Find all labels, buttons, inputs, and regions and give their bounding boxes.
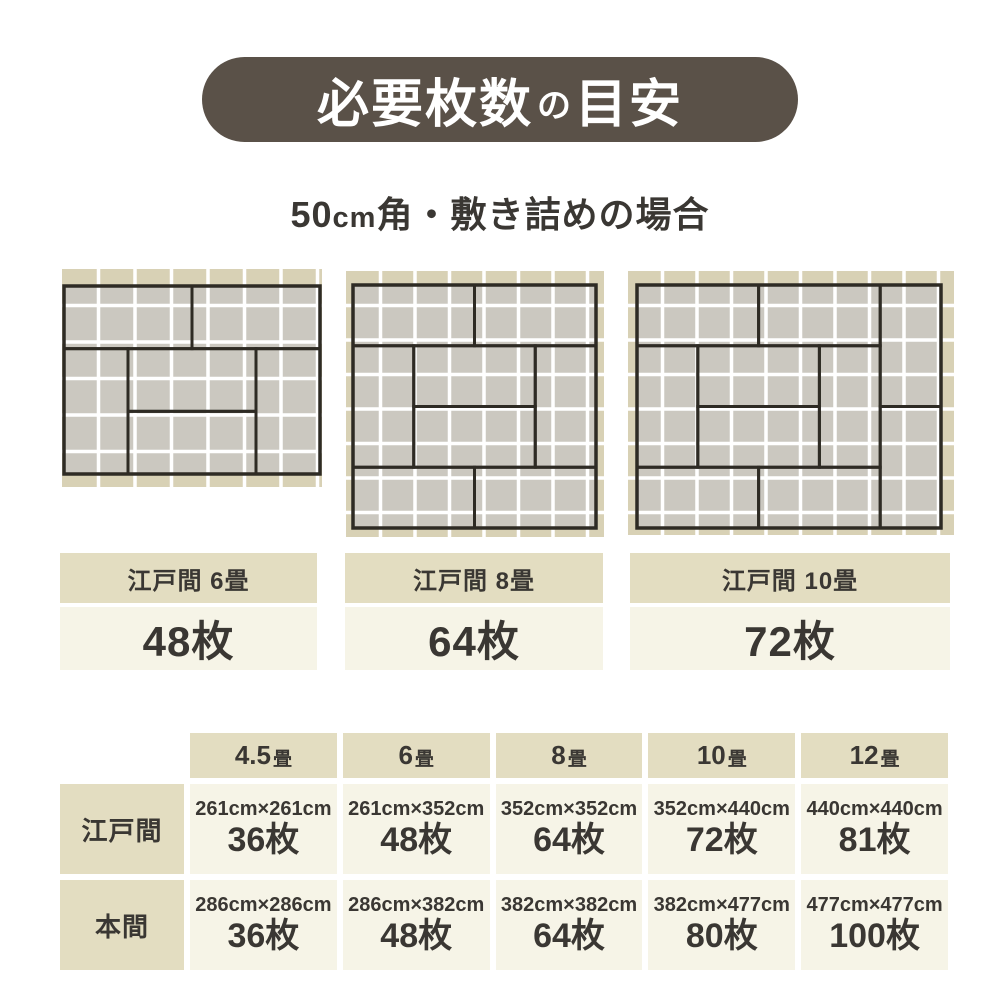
spec-cell-count: 36枚 <box>227 821 300 860</box>
size-label-card-8jo: 江戸間 8畳 64枚 <box>345 553 603 670</box>
spec-cell-dimensions: 261cm×352cm <box>348 798 485 821</box>
spec-cell-count: 48枚 <box>380 821 453 860</box>
page-title-part1: 必要枚数 <box>316 76 533 134</box>
subtitle: 50cm角・敷き詰めの場合 <box>0 186 1000 238</box>
floor-plan-edoma-10jo <box>628 271 954 535</box>
spec-table-col-header: 10 畳 <box>648 733 796 778</box>
col-header-unit: 畳 <box>272 749 292 770</box>
col-header-unit: 畳 <box>414 749 434 770</box>
spec-table-col-header: 12 畳 <box>801 733 948 778</box>
spec-cell-count: 72枚 <box>685 821 758 860</box>
spec-table-row-header: 本間 <box>60 880 184 970</box>
spec-cell-count: 100枚 <box>829 917 920 956</box>
col-header-number: 10 <box>696 740 726 770</box>
col-header-number: 6 <box>398 740 413 770</box>
spec-cell-dimensions: 382cm×382cm <box>500 894 638 917</box>
size-label-card-6jo: 江戸間 6畳 48枚 <box>60 553 317 670</box>
col-header-unit: 畳 <box>567 749 587 770</box>
spec-table-col-header: 4.5 畳 <box>190 733 337 778</box>
size-label-header: 江戸間 6畳 <box>60 553 317 603</box>
col-header-number: 12 <box>849 740 879 770</box>
spec-cell-dimensions: 261cm×261cm <box>195 798 332 821</box>
tile-count: 72枚 <box>630 607 950 670</box>
title-pill: 必要枚数 の 目安 <box>202 57 798 142</box>
spec-cell-dimensions: 382cm×477cm <box>653 894 790 917</box>
spec-table-cell: 261cm×352cm 48枚 <box>342 784 490 874</box>
tile-count: 64枚 <box>345 607 603 670</box>
spec-cell-dimensions: 477cm×477cm <box>806 894 943 917</box>
subtitle-text: 角・敷き詰めの場合 <box>376 194 710 235</box>
room-outline <box>62 284 322 476</box>
subtitle-number: 50 <box>290 194 333 235</box>
spec-cell-count: 64枚 <box>533 917 605 956</box>
spec-cell-count: 36枚 <box>227 917 300 956</box>
spec-cell-count: 81枚 <box>838 821 911 860</box>
col-header-unit: 畳 <box>880 749 900 770</box>
floor-plan-edoma-6jo <box>62 269 322 487</box>
size-label-header: 江戸間 10畳 <box>630 553 950 603</box>
size-label-card-10jo: 江戸間 10畳 72枚 <box>630 553 950 670</box>
tile-count: 48枚 <box>60 607 317 670</box>
spec-cell-dimensions: 286cm×286cm <box>195 894 332 917</box>
spec-table-cell: 382cm×382cm 64枚 <box>495 880 643 970</box>
spec-cell-count: 64枚 <box>533 821 605 860</box>
spec-cell-dimensions: 352cm×440cm <box>653 798 790 821</box>
spec-table: 4.5 畳 6 畳 8 畳 10 畳 12 畳江戸間 261cm×261cm 36枚 261cm×352… <box>60 733 948 970</box>
spec-cell-count: 80枚 <box>685 917 758 956</box>
spec-table-cell: 440cm×440cm 81枚 <box>801 784 948 874</box>
spec-table-cell: 286cm×382cm 48枚 <box>342 880 490 970</box>
spec-table-cell: 477cm×477cm 100枚 <box>801 880 948 970</box>
spec-table-cell: 382cm×477cm 80枚 <box>648 880 796 970</box>
spec-table-corner <box>60 733 184 778</box>
room-outline <box>351 283 598 530</box>
page-title-part2: 目安 <box>575 76 684 134</box>
room-outline <box>635 283 943 530</box>
page-title-particle: の <box>537 87 571 125</box>
col-header-unit: 畳 <box>727 749 747 770</box>
spec-table-cell: 286cm×286cm 36枚 <box>190 880 337 970</box>
spec-cell-dimensions: 440cm×440cm <box>806 798 943 821</box>
spec-table-cell: 261cm×261cm 36枚 <box>190 784 337 874</box>
spec-table-cell: 352cm×440cm 72枚 <box>648 784 796 874</box>
size-label-header: 江戸間 8畳 <box>345 553 603 603</box>
spec-cell-dimensions: 352cm×352cm <box>500 798 638 821</box>
spec-table-row-header: 江戸間 <box>60 784 184 874</box>
spec-cell-dimensions: 286cm×382cm <box>348 894 485 917</box>
floor-plan-edoma-8jo <box>346 271 604 537</box>
col-header-number: 4.5 <box>234 740 271 770</box>
subtitle-unit: cm <box>332 202 377 234</box>
spec-table-cell: 352cm×352cm 64枚 <box>495 784 643 874</box>
spec-cell-count: 48枚 <box>380 917 453 956</box>
col-header-number: 8 <box>551 740 566 770</box>
